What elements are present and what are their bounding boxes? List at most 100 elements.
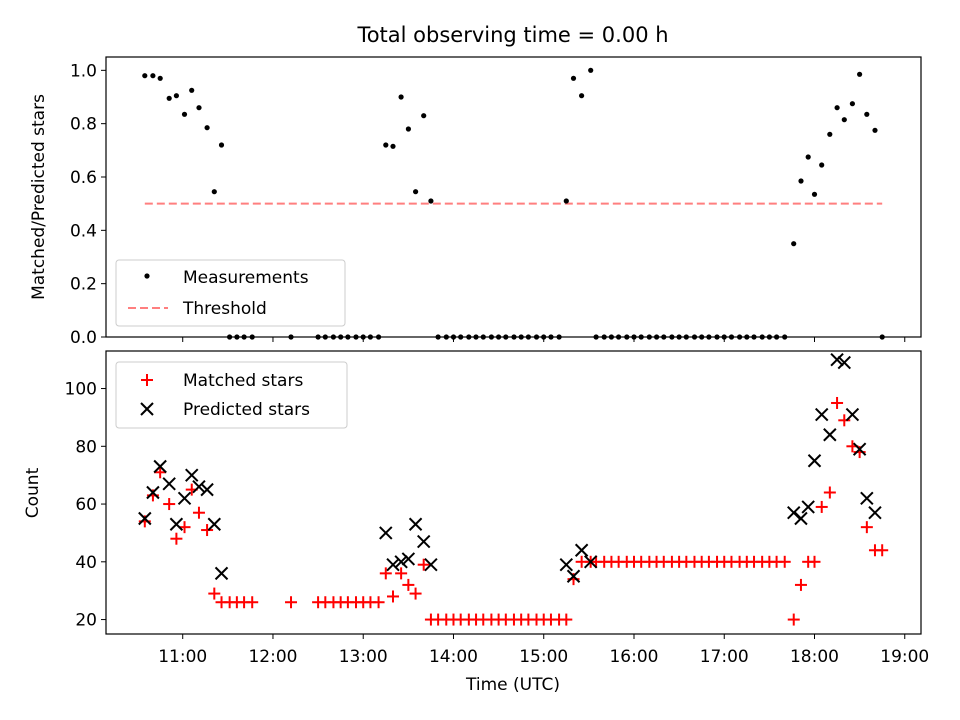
top-y-tick-label: 0.8 [70, 115, 97, 135]
predicted-star-point [559, 557, 574, 572]
matched-star-point [285, 596, 298, 609]
bottom-y-tick-label: 20 [75, 611, 97, 631]
top-axes-frame [105, 56, 922, 338]
measurement-point [181, 111, 188, 117]
bottom-x-tick-label: 13:00 [339, 647, 388, 667]
predicted-star-point [823, 428, 837, 442]
predicted-star-point [394, 555, 408, 569]
measurement-point [173, 93, 179, 99]
matched-star-point [409, 587, 422, 600]
bottom-x-tick-label: 19:00 [880, 647, 929, 667]
legend-threshold-label: Threshold [182, 299, 267, 319]
bottom-x-tick-label: 12:00 [248, 647, 297, 667]
bottom-x-tick-label: 16:00 [609, 647, 658, 667]
predicted-star-point [801, 500, 815, 514]
bottom-legend-box [115, 361, 348, 429]
measurement-point [811, 191, 818, 197]
matched-star-point [402, 578, 415, 591]
measurement-point [849, 101, 856, 107]
matched-star-point [201, 524, 214, 537]
measurement-point [390, 143, 396, 149]
measurement-point [588, 67, 594, 73]
predicted-star-point [169, 517, 184, 531]
predicted-star-point [379, 526, 393, 540]
measurement-point [841, 117, 847, 123]
measurement-point [405, 126, 411, 132]
measurement-point [872, 127, 878, 133]
matched-star-point [417, 558, 430, 571]
predicted-star-point [852, 442, 867, 456]
predicted-star-point [192, 480, 206, 494]
measurement-point [157, 75, 163, 81]
measurement-point [398, 94, 404, 100]
measurement-point [827, 131, 833, 137]
matched-star-point [860, 521, 873, 534]
bottom-y-axis: 20 40 60 80 100 [65, 380, 106, 631]
matched-star-point [379, 567, 392, 580]
bottom-y-tick-label: 60 [75, 495, 97, 515]
predicted-star-point [408, 517, 423, 531]
matched-star-point [372, 596, 385, 609]
matched-star-point [876, 544, 889, 557]
measurement-point [142, 73, 148, 79]
matched-star-point [192, 506, 205, 519]
legend-measurements-label: Measurements [183, 268, 309, 288]
matched-star-point [170, 532, 183, 545]
bottom-x-tick-label: 18:00 [790, 647, 839, 667]
predicted-star-point [162, 477, 176, 491]
matched-star-point [387, 590, 400, 603]
matched-star-point [246, 596, 259, 609]
measurement-point [579, 93, 585, 99]
bottom-y-tick-label: 40 [75, 553, 97, 573]
predicted-star-point [386, 557, 400, 572]
measurement-point [428, 198, 434, 204]
matched-star-point [395, 567, 408, 580]
measurement-point [150, 73, 156, 79]
top-y-tick-label: 0.0 [70, 328, 97, 348]
measurement-point [798, 178, 804, 184]
top-y-tick-label: 0.6 [70, 168, 97, 188]
matched-star-point [838, 414, 851, 427]
matched-star-point [208, 587, 221, 600]
predicted-star-point [787, 506, 801, 520]
measurement-point [211, 189, 217, 195]
top-y-axis: 0.0 0.2 0.4 0.6 0.8 1.0 [70, 61, 106, 348]
predicted-star-point [200, 482, 214, 497]
predicted-star-point [401, 552, 416, 566]
bottom-y-axis-label: Count [23, 467, 43, 518]
matched-star-point [808, 555, 821, 568]
measurement-point [383, 142, 389, 148]
legend-predicted-marker [140, 402, 154, 416]
matched-star-point [154, 466, 167, 479]
matched-star-point [163, 498, 176, 511]
measurement-point [819, 162, 825, 168]
predicted-star-point [794, 511, 808, 526]
bottom-x-axis: 11:00 12:00 13:00 14:00 15:00 16:00 17:00 18:00… [158, 634, 929, 667]
predicted-star-point [416, 534, 431, 549]
legend-matched-label: Matched stars [183, 371, 303, 391]
matched-star-point [815, 500, 828, 513]
top-x-tick-marks [182, 337, 906, 342]
matched-star-point [787, 613, 800, 626]
predicted-star-point [146, 485, 160, 500]
bottom-y-tick-label: 100 [65, 380, 97, 400]
measurement-point [204, 125, 210, 131]
matched-star-point [823, 486, 836, 499]
predicted-star-point [138, 511, 152, 526]
top-legend-box [115, 259, 346, 327]
bottom-legend: Matched stars Predicted stars [115, 361, 348, 429]
measurement-point [864, 111, 870, 117]
measurement-point [570, 75, 577, 81]
predicted-star-point [185, 468, 199, 482]
top-legend: Measurements Threshold [115, 259, 346, 327]
measurement-point [563, 198, 569, 204]
predicted-star-point [868, 506, 882, 520]
predicted-star-point [845, 407, 860, 422]
legend-matched-marker [141, 374, 153, 386]
bottom-x-tick-label: 14:00 [429, 647, 478, 667]
predicted-star-point [807, 454, 822, 468]
measurement-point [857, 71, 863, 77]
measurement-point [189, 87, 195, 93]
